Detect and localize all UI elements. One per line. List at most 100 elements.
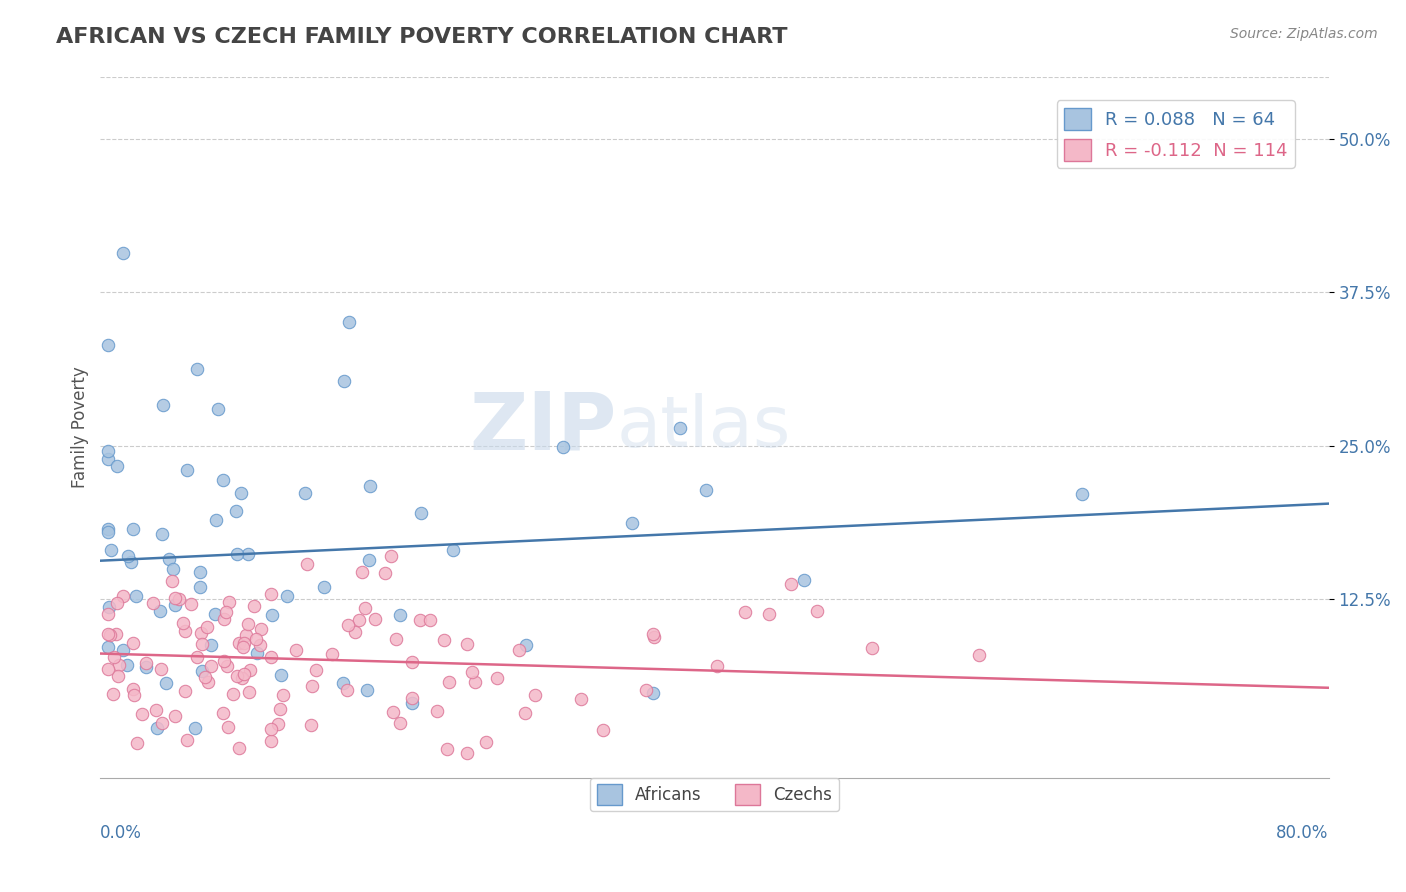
Point	[186, 650, 208, 665]
Point	[229, 486, 252, 500]
Point	[312, 580, 335, 594]
Point	[706, 658, 728, 673]
Point	[105, 596, 128, 610]
Point	[485, 671, 508, 685]
Point	[97, 444, 120, 458]
Point	[100, 543, 122, 558]
Point	[131, 707, 153, 722]
Text: 80.0%: 80.0%	[1277, 824, 1329, 842]
Point	[231, 640, 253, 654]
Point	[569, 692, 592, 706]
Point	[135, 656, 157, 670]
Point	[190, 626, 212, 640]
Point	[101, 687, 124, 701]
Point	[180, 597, 202, 611]
Point	[267, 717, 290, 731]
Point	[359, 478, 381, 492]
Point	[621, 516, 644, 531]
Point	[239, 664, 262, 678]
Point	[695, 483, 717, 498]
Point	[163, 591, 186, 605]
Point	[260, 650, 283, 665]
Point	[163, 708, 186, 723]
Point	[188, 565, 211, 579]
Point	[226, 668, 249, 682]
Point	[167, 591, 190, 606]
Point	[191, 637, 214, 651]
Point	[215, 605, 238, 619]
Point	[464, 674, 486, 689]
Point	[301, 679, 323, 693]
Point	[460, 665, 482, 679]
Point	[97, 452, 120, 467]
Point	[294, 485, 316, 500]
Point	[426, 704, 449, 718]
Point	[111, 589, 134, 603]
Point	[411, 506, 433, 520]
Point	[321, 648, 343, 662]
Point	[401, 696, 423, 710]
Point	[456, 638, 478, 652]
Point	[232, 636, 254, 650]
Point	[122, 636, 145, 650]
Point	[191, 664, 214, 678]
Point	[228, 740, 250, 755]
Point	[260, 734, 283, 748]
Point	[437, 674, 460, 689]
Point	[172, 616, 194, 631]
Point	[200, 638, 222, 652]
Point	[121, 522, 143, 536]
Point	[270, 668, 292, 682]
Point	[643, 686, 665, 700]
Point	[634, 682, 657, 697]
Point	[259, 587, 281, 601]
Point	[380, 549, 402, 563]
Point	[194, 670, 217, 684]
Point	[332, 374, 354, 388]
Point	[513, 706, 536, 721]
Point	[641, 626, 664, 640]
Point	[97, 525, 120, 540]
Point	[354, 601, 377, 615]
Point	[142, 596, 165, 610]
Text: ZIP: ZIP	[470, 389, 616, 467]
Point	[359, 552, 381, 566]
Point	[352, 565, 374, 579]
Point	[145, 722, 167, 736]
Point	[409, 613, 432, 627]
Point	[215, 658, 238, 673]
Point	[249, 638, 271, 652]
Point	[475, 735, 498, 749]
Point	[643, 630, 665, 644]
Y-axis label: Family Poverty: Family Poverty	[72, 367, 89, 488]
Point	[433, 632, 456, 647]
Point	[149, 662, 172, 676]
Point	[780, 576, 803, 591]
Legend: Africans, Czechs: Africans, Czechs	[591, 778, 839, 811]
Point	[212, 612, 235, 626]
Point	[364, 612, 387, 626]
Point	[336, 683, 359, 698]
Point	[299, 718, 322, 732]
Point	[389, 715, 412, 730]
Point	[149, 604, 172, 618]
Point	[120, 555, 142, 569]
Text: AFRICAN VS CZECH FAMILY POVERTY CORRELATION CHART: AFRICAN VS CZECH FAMILY POVERTY CORRELAT…	[56, 27, 787, 46]
Point	[190, 580, 212, 594]
Point	[97, 522, 120, 536]
Text: atlas: atlas	[616, 393, 790, 462]
Text: 0.0%: 0.0%	[100, 824, 142, 842]
Point	[105, 627, 128, 641]
Point	[197, 674, 219, 689]
Point	[183, 722, 205, 736]
Point	[125, 735, 148, 749]
Point	[515, 639, 537, 653]
Point	[135, 660, 157, 674]
Text: Source: ZipAtlas.com: Source: ZipAtlas.com	[1230, 27, 1378, 41]
Point	[860, 641, 883, 656]
Point	[225, 547, 247, 561]
Point	[117, 549, 139, 563]
Point	[97, 640, 120, 654]
Point	[441, 543, 464, 558]
Point	[231, 671, 253, 685]
